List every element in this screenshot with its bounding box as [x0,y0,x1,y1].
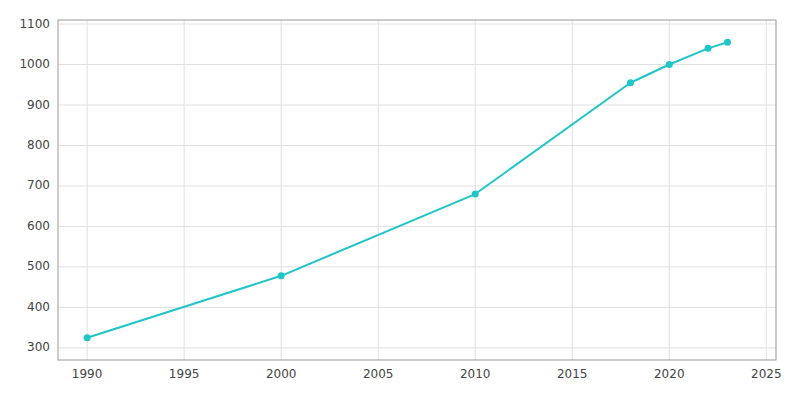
x-tick-label: 2000 [266,367,297,381]
grid-line-x [281,20,282,360]
grid-line-x [475,20,476,360]
point [627,79,634,86]
point [472,191,479,198]
point [724,39,731,46]
y-tick-label: 500 [27,259,50,273]
x-tick-label: 2015 [557,367,588,381]
chart-container: 300 400 500 600 700 800 900 1000 1100 1990 1995 200… [0,0,800,400]
grid-line-y [58,347,776,348]
y-tick-label: 700 [27,178,50,192]
plot-frame [58,20,776,360]
grid-line-y [58,226,776,227]
x-tick-label: 2010 [460,367,491,381]
grid [58,20,776,360]
point [666,61,673,68]
chart-svg: 300 400 500 600 700 800 900 1000 1100 1990 1995 200… [0,0,800,400]
grid-line-y [58,105,776,106]
grid-line-x [669,20,670,360]
x-tick-label: 2025 [751,367,782,381]
point [705,45,712,52]
grid-line-y [58,24,776,25]
grid-line-x [378,20,379,360]
x-tick-label: 1995 [169,367,200,381]
point [84,334,91,341]
grid-line-y [58,145,776,146]
grid-line-y [58,266,776,267]
y-tick-label: 1000 [19,57,50,71]
y-tick-label: 1100 [19,17,50,31]
y-tick-label: 900 [27,98,50,112]
line [87,42,727,337]
x-tick-label: 2005 [363,367,394,381]
y-tick-label: 800 [27,138,50,152]
grid-line-x [184,20,185,360]
tick-labels: 300 400 500 600 700 800 900 1000 1100 1990 1995 200… [19,17,781,381]
y-tick-label: 300 [27,340,50,354]
series [84,39,731,341]
grid-line-y [58,307,776,308]
y-tick-label: 600 [27,219,50,233]
grid-line-x [766,20,767,360]
grid-line-x [87,20,88,360]
grid-line-x [572,20,573,360]
grid-line-y [58,185,776,186]
y-tick-label: 400 [27,300,50,314]
x-tick-label: 2020 [654,367,685,381]
point [278,272,285,279]
x-tick-label: 1990 [72,367,103,381]
